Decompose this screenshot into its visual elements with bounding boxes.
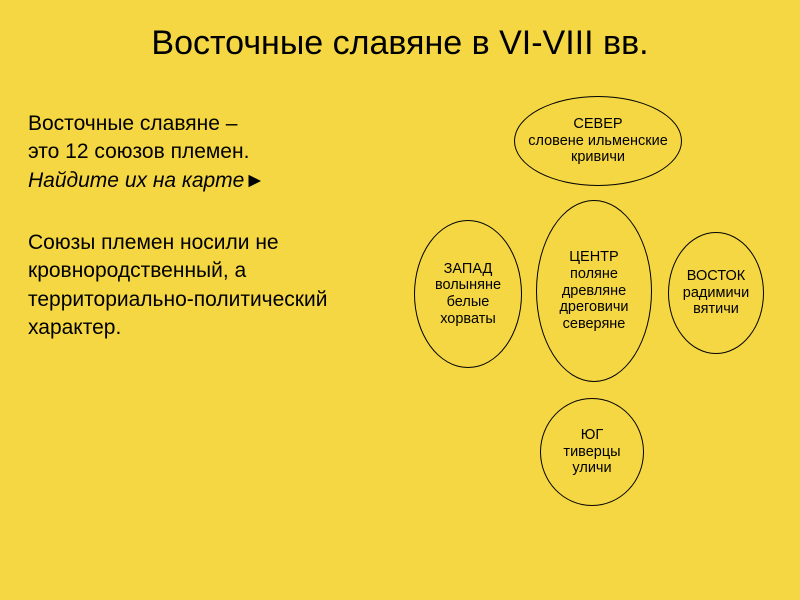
node-west-header: ЗАПАД [444, 261, 493, 278]
tribes-diagram: СЕВЕР словене ильменские кривичи ЗАПАД в… [400, 92, 772, 522]
intro-line-1: Восточные славяне – [28, 110, 383, 138]
explanation-text: Союзы племен носили не кровнородственный… [28, 229, 383, 342]
node-north-tribes: словене ильменские кривичи [519, 133, 677, 166]
node-north-header: СЕВЕР [573, 116, 622, 133]
node-south-tribes: тиверцы уличи [545, 444, 639, 477]
node-west: ЗАПАД волыняне белые хорваты [414, 220, 522, 368]
node-east-header: ВОСТОК [687, 268, 745, 285]
node-north: СЕВЕР словене ильменские кривичи [514, 96, 682, 186]
intro-line-2: это 12 союзов племен. [28, 138, 383, 166]
node-center-header: ЦЕНТР [569, 249, 618, 266]
arrow-icon: ► [244, 169, 265, 192]
body-text: Восточные славяне – это 12 союзов племен… [28, 110, 383, 342]
node-west-tribes: волыняне белые хорваты [419, 277, 517, 327]
node-center: ЦЕНТР поляне древляне дреговичи северяне [536, 200, 652, 382]
node-east: ВОСТОК радимичи вятичи [668, 232, 764, 354]
node-east-tribes: радимичи вятичи [673, 285, 759, 318]
node-south-header: ЮГ [581, 427, 604, 444]
instruction-text: Найдите их на карте [28, 169, 244, 192]
slide-title: Восточные славяне в VI-VIII вв. [0, 24, 800, 63]
slide: Восточные славяне в VI-VIII вв. Восточны… [0, 0, 800, 600]
spacer [28, 195, 383, 229]
node-south: ЮГ тиверцы уличи [540, 398, 644, 506]
instruction-line: Найдите их на карте► [28, 167, 383, 195]
node-center-tribes: поляне древляне дреговичи северяне [541, 266, 647, 333]
